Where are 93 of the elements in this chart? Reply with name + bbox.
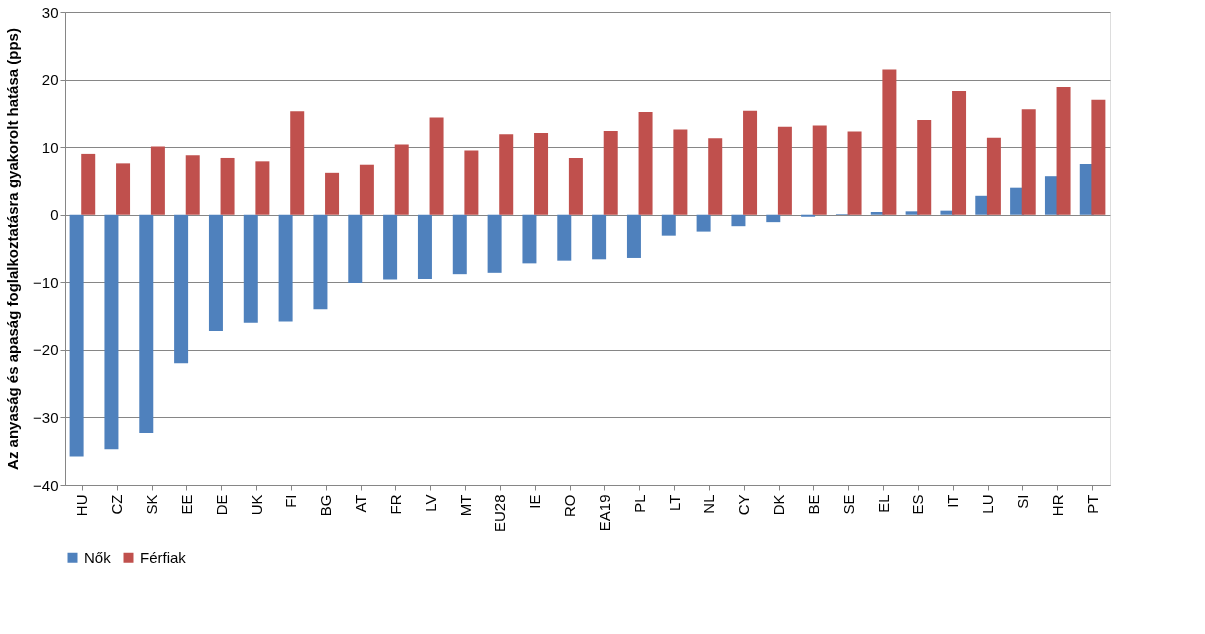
- bar: [429, 117, 444, 215]
- x-tick-label: BE: [804, 494, 822, 515]
- x-tick-label: PT: [1083, 494, 1101, 514]
- bar: [104, 214, 119, 450]
- y-tick-label: 30: [41, 3, 59, 21]
- x-tick-label: MT: [456, 494, 474, 517]
- y-tick-label: −40: [33, 476, 59, 494]
- bar: [487, 214, 502, 273]
- bar: [185, 155, 200, 215]
- bar: [313, 214, 328, 310]
- bar: [847, 131, 862, 215]
- x-tick-label: IE: [526, 494, 544, 509]
- bar: [348, 214, 363, 283]
- x-tick-label: FR: [386, 494, 404, 515]
- x-tick-label: EE: [177, 494, 195, 515]
- y-axis-title: Az anyaság és apaság foglalkoztatásra gyakorolt hatása (pps): [4, 28, 22, 470]
- x-tick-label: FI: [282, 494, 300, 508]
- legend-label: Férfiak: [140, 548, 187, 566]
- x-tick-label: RO: [561, 494, 579, 517]
- bar: [243, 214, 258, 323]
- bar: [661, 214, 676, 236]
- bar: [731, 214, 746, 227]
- bar: [917, 120, 932, 215]
- bar: [708, 138, 723, 215]
- bar: [766, 214, 781, 223]
- bar: [1091, 99, 1106, 215]
- y-tick-label: −10: [33, 273, 59, 291]
- y-tick-label: 0: [50, 206, 59, 224]
- bar: [812, 125, 827, 215]
- bar: [603, 130, 618, 215]
- bar: [220, 157, 235, 215]
- x-tick-label: NL: [700, 494, 718, 514]
- y-tick-label: 10: [41, 138, 59, 156]
- x-tick-label: DE: [212, 494, 230, 516]
- bar: [522, 214, 537, 264]
- bar: [777, 126, 792, 215]
- bar: [626, 214, 641, 258]
- x-tick-label: CY: [735, 494, 753, 516]
- x-tick-label: HR: [1048, 494, 1066, 517]
- bar: [801, 214, 816, 217]
- bar: [417, 214, 432, 279]
- x-tick-label: EU28: [491, 494, 509, 533]
- x-tick-label: DK: [770, 494, 788, 516]
- bar: [452, 214, 467, 275]
- bar: [255, 161, 270, 215]
- bar: [174, 214, 189, 364]
- bar: [208, 214, 223, 331]
- bar: [116, 163, 131, 215]
- x-tick-label: AT: [352, 494, 370, 513]
- x-tick-label: LV: [421, 494, 439, 512]
- bar: [325, 172, 340, 215]
- bar: [290, 111, 305, 215]
- bar: [150, 146, 165, 215]
- x-tick-label: ES: [909, 494, 927, 515]
- x-tick-label: PL: [630, 494, 648, 513]
- x-tick-label: HU: [73, 494, 91, 517]
- bar: [464, 150, 479, 215]
- bar: [673, 129, 688, 215]
- bar: [1056, 87, 1071, 215]
- bar: [882, 69, 897, 215]
- bar: [743, 110, 758, 215]
- x-tick-label: SI: [1013, 494, 1031, 509]
- bar: [499, 134, 514, 215]
- bar: [394, 144, 409, 215]
- bar: [952, 91, 967, 215]
- x-tick-label: BG: [317, 494, 335, 517]
- bar: [696, 214, 711, 232]
- bar: [69, 214, 84, 457]
- x-tick-label: LU: [979, 494, 997, 514]
- x-tick-label: UK: [247, 494, 265, 516]
- y-tick-label: −30: [33, 408, 59, 426]
- x-tick-label: LT: [665, 494, 683, 511]
- bar: [557, 214, 572, 261]
- bar: [986, 137, 1001, 215]
- bar: [534, 132, 549, 215]
- y-tick-label: −20: [33, 341, 59, 359]
- x-tick-label: CZ: [108, 494, 126, 515]
- bar: [81, 153, 96, 215]
- y-tick-label: 20: [41, 71, 59, 89]
- bar: [383, 214, 398, 280]
- x-tick-label: EA19: [595, 494, 613, 532]
- x-tick-label: EL: [874, 494, 892, 513]
- bar: [139, 214, 154, 433]
- bar: [1021, 109, 1036, 215]
- x-tick-label: SK: [143, 494, 161, 515]
- x-tick-label: IT: [944, 494, 962, 508]
- bar: [568, 157, 583, 215]
- bar: [638, 112, 653, 215]
- x-tick-label: SE: [839, 494, 857, 515]
- bar: [359, 164, 374, 215]
- bar: [278, 214, 293, 322]
- bar: [592, 214, 607, 260]
- legend-label: Nők: [84, 548, 112, 566]
